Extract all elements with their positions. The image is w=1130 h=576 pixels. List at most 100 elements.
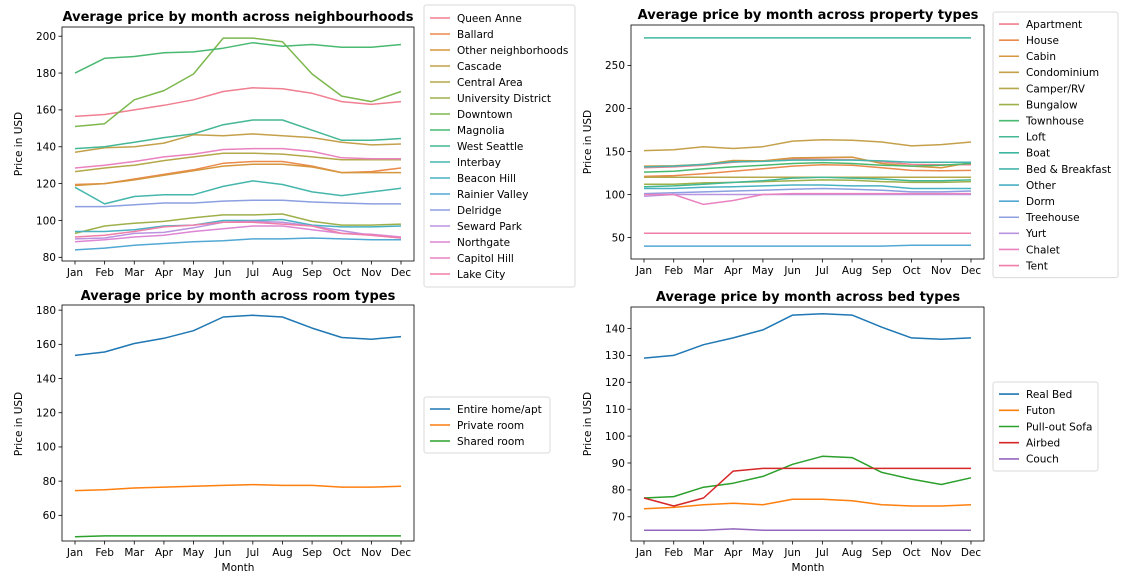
x-tick-label: Jul — [245, 267, 259, 279]
y-ticks: 70 80 90 100 110 120 130 140 — [605, 323, 631, 524]
legend-label: Downtown — [457, 109, 513, 121]
y-tick-label: 120 — [36, 408, 56, 420]
y-tick-label: 100 — [605, 431, 625, 443]
y-tick-label: 200 — [605, 103, 625, 115]
series-line — [74, 41, 402, 74]
legend: Entire home/apt Private room Shared room — [423, 396, 551, 454]
x-tick-label: Jul — [815, 547, 829, 559]
legend: Queen Anne Ballard Other neighborhoods Casc… — [423, 4, 576, 288]
legend-label: Interbay — [457, 157, 501, 169]
chart-title: Average price by month across room types — [81, 289, 396, 304]
x-tick-label: Mar — [694, 547, 714, 559]
x-tick-label: Oct — [902, 265, 920, 277]
x-tick-label: Jun — [783, 547, 800, 559]
y-tick-label: 70 — [612, 512, 625, 524]
y-tick-label: 250 — [605, 60, 625, 72]
legend-label: Other neighborhoods — [457, 45, 568, 57]
y-tick-label: 80 — [612, 485, 625, 497]
legend-label: Delridge — [457, 205, 502, 217]
chart-neighbourhoods: Average price by month across neighbourh… — [13, 4, 576, 288]
legend: Apartment House Cabin Condominium Camper/RV B… — [992, 11, 1119, 279]
legend-label: Lake City — [457, 269, 505, 281]
chart-room-types: Average price by month across room types… — [13, 289, 551, 574]
legend-label: Chalet — [1026, 244, 1060, 256]
x-tick-label: Feb — [95, 547, 114, 559]
legend-label: Apartment — [1026, 19, 1082, 31]
series-line — [643, 455, 972, 499]
legend-label: Couch — [1026, 454, 1059, 466]
series-line — [643, 176, 972, 188]
chart-title: Average price by month across property t… — [638, 8, 979, 23]
y-tick-label: 140 — [36, 373, 56, 385]
x-tick-label: Jul — [245, 547, 259, 559]
x-tick-label: Aug — [272, 547, 293, 559]
x-tick-label: May — [752, 547, 774, 559]
plot-area — [630, 306, 985, 542]
legend-frame — [992, 381, 1099, 472]
plot-area — [61, 26, 415, 262]
x-axis-label: Month — [222, 562, 255, 574]
x-tick-label: May — [752, 265, 774, 277]
y-tick-label: 60 — [43, 510, 56, 522]
legend-label: Treehouse — [1025, 212, 1080, 224]
plot-lines — [643, 312, 972, 531]
x-tick-label: Jan — [635, 547, 652, 559]
legend-label: Rainier Valley — [457, 189, 528, 201]
x-tick-label: Sep — [872, 265, 892, 277]
x-tick-label: Jan — [635, 265, 652, 277]
x-ticks: Jan Feb Mar Apr May Jun Jul Aug Sep Oct Nov Dec — [66, 541, 411, 559]
x-tick-label: Apr — [724, 265, 743, 277]
legend-label: Entire home/apt — [457, 404, 542, 416]
legend-label: Private room — [457, 420, 524, 432]
y-tick-label: 150 — [605, 146, 625, 158]
x-tick-label: Nov — [361, 547, 382, 559]
y-axis-label: Price in USD — [582, 110, 594, 174]
x-tick-label: Nov — [361, 267, 382, 279]
legend-label: Ballard — [457, 29, 494, 41]
x-tick-label: Jan — [66, 267, 83, 279]
series-line — [644, 244, 971, 247]
x-tick-label: Jun — [214, 547, 231, 559]
series-line — [74, 314, 402, 357]
x-tick-label: Dec — [961, 547, 982, 559]
chart-title: Average price by month across bed types — [656, 290, 961, 305]
plot-area — [630, 24, 985, 260]
y-tick-label: 120 — [36, 178, 56, 190]
x-tick-label: Jun — [783, 265, 800, 277]
series-line — [74, 237, 401, 251]
chart-property-types: Average price by month across property t… — [582, 8, 1119, 279]
plot-lines — [643, 37, 972, 247]
x-tick-label: Sep — [872, 547, 892, 559]
y-tick-label: 160 — [36, 105, 56, 117]
legend-label: Real Bed — [1026, 389, 1072, 401]
x-tick-label: Oct — [333, 547, 351, 559]
y-tick-label: 180 — [36, 68, 56, 80]
x-tick-label: Aug — [842, 547, 863, 559]
series-line — [643, 193, 971, 197]
x-tick-label: Feb — [664, 265, 683, 277]
legend-label: University District — [457, 93, 551, 105]
x-tick-label: Mar — [124, 267, 144, 279]
chart-title: Average price by month across neighbourh… — [63, 10, 414, 25]
series-line — [75, 199, 401, 208]
y-tick-label: 140 — [605, 323, 625, 335]
y-tick-label: 130 — [605, 350, 625, 362]
series-line — [74, 119, 402, 150]
x-tick-label: Feb — [95, 267, 114, 279]
series-line — [74, 147, 401, 169]
y-axis-label: Price in USD — [13, 112, 25, 176]
y-tick-label: 180 — [36, 305, 56, 317]
legend-label: Camper/RV — [1026, 83, 1086, 95]
x-tick-label: Mar — [124, 547, 144, 559]
x-tick-label: Apr — [155, 267, 174, 279]
plot-lines — [74, 37, 402, 251]
x-tick-label: Mar — [694, 265, 714, 277]
y-tick-label: 120 — [605, 377, 625, 389]
series-line — [74, 483, 402, 492]
series-line — [644, 192, 971, 206]
legend-label: Townhouse — [1025, 115, 1084, 127]
series-line — [74, 133, 402, 154]
x-tick-label: Sep — [302, 547, 322, 559]
legend-label: Condominium — [1026, 67, 1099, 79]
legend-label: Bed & Breakfast — [1026, 164, 1111, 176]
